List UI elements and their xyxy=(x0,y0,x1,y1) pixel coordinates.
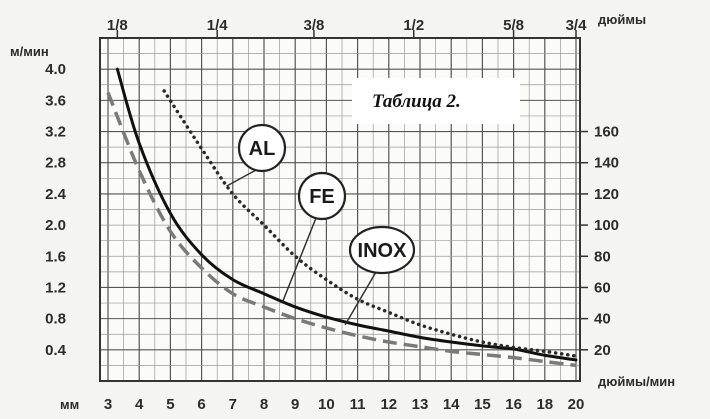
series-line-fe xyxy=(115,67,578,362)
label-leader-inox xyxy=(344,271,377,326)
x-tick-label: 11 xyxy=(350,396,366,413)
x-tick-label: 14 xyxy=(443,396,460,413)
x-tick-label: 4 xyxy=(135,396,144,413)
y-tick-label: 4.0 xyxy=(45,61,66,78)
x-tick-label: 15 xyxy=(474,396,491,413)
top-tick-label: 1/2 xyxy=(403,17,424,34)
top-axis-unit: дюймы xyxy=(598,12,646,27)
x-tick-label: 20 xyxy=(568,396,585,413)
label-badge-fe xyxy=(297,171,347,221)
x-tick-label: 3 xyxy=(104,396,112,413)
tick-labels: дюймы м/мин дюймы/мин мм 3 4 5 6 7 8 9 10 11 12 13… xyxy=(10,12,675,413)
right-tick-label: 140 xyxy=(594,155,619,172)
y-tick-label: 2.0 xyxy=(45,217,66,234)
right-tick-label: 120 xyxy=(594,186,619,203)
top-tick-label: 1/8 xyxy=(107,17,128,34)
label-badge-inox xyxy=(348,225,416,275)
top-tick-label: 1/4 xyxy=(207,17,229,34)
right-tick-label: 40 xyxy=(594,311,611,328)
y-tick-label: 3.6 xyxy=(45,92,66,109)
x-tick-label: 12 xyxy=(380,396,397,413)
series xyxy=(106,67,578,368)
plot-frame xyxy=(99,37,581,382)
series-line-inox xyxy=(106,91,577,368)
chart-title-box: Таблица 2. xyxy=(352,78,520,124)
x-tick-label: 18 xyxy=(536,396,553,413)
top-tick-label: 5/8 xyxy=(503,17,524,34)
y-tick-label: 1.6 xyxy=(45,248,66,265)
y-tick-label: 2.8 xyxy=(45,155,66,172)
label-text-inox: INOX xyxy=(358,240,408,262)
label-leader-al xyxy=(226,169,257,187)
x-tick-label: 5 xyxy=(166,396,174,413)
label-text-al: AL xyxy=(249,138,276,160)
x-tick-label: 7 xyxy=(229,396,237,413)
label-text-fe: FE xyxy=(309,186,335,208)
x-tick-label: 13 xyxy=(412,396,429,413)
x-tick-label: 6 xyxy=(197,396,205,413)
y-tick-label: 1.2 xyxy=(45,279,66,296)
x-tick-label: 16 xyxy=(505,396,522,413)
label-badge-al xyxy=(237,123,287,173)
y-tick-label: 3.2 xyxy=(45,124,66,141)
right-axis-unit: дюймы/мин xyxy=(598,374,675,389)
title-background xyxy=(352,78,520,124)
right-tick-label: 60 xyxy=(594,279,611,296)
right-tick-label: 20 xyxy=(594,342,611,359)
series-line-al xyxy=(162,89,578,358)
left-axis-unit: м/мин xyxy=(10,44,49,59)
right-tick-label: 100 xyxy=(594,217,619,234)
x-tick-label: 8 xyxy=(260,396,268,413)
y-tick-label: 0.8 xyxy=(45,311,66,328)
right-tick-label: 160 xyxy=(594,124,619,141)
x-tick-label: 10 xyxy=(318,396,335,413)
y-tick-label: 2.4 xyxy=(45,186,67,203)
x-tick-label: 9 xyxy=(291,396,299,413)
top-tick-label: 3/4 xyxy=(566,17,588,34)
bottom-axis-unit: мм xyxy=(60,397,79,412)
chart-title: Таблица 2. xyxy=(372,91,461,112)
top-tick-label: 3/8 xyxy=(303,17,324,34)
axes xyxy=(99,30,588,382)
label-leader-fe xyxy=(282,217,317,302)
series-labels: AL FE INOX xyxy=(226,123,416,326)
y-tick-label: 0.4 xyxy=(45,342,67,359)
right-tick-label: 80 xyxy=(594,248,611,265)
